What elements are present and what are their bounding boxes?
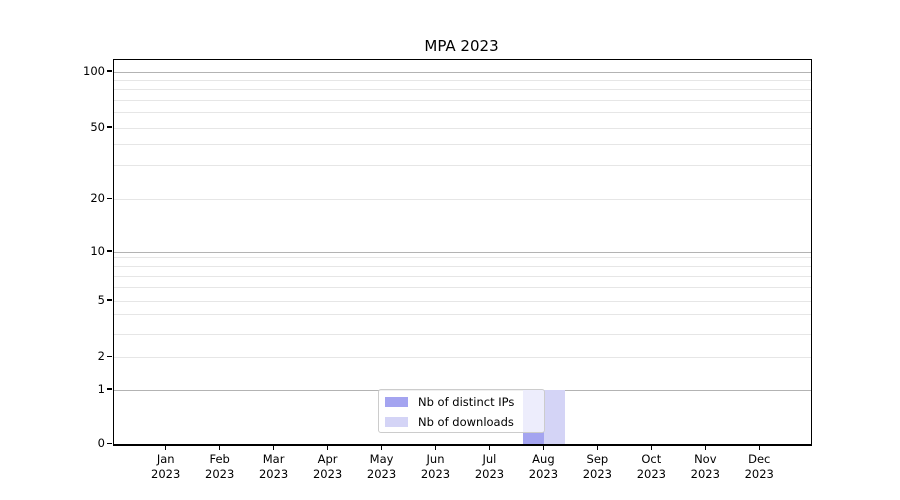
minor-gridline [114, 165, 811, 166]
y-tick-label: 1 [97, 381, 105, 396]
minor-gridline [114, 333, 811, 335]
x-tick-mark [326, 445, 329, 450]
y-tick-label: 2 [97, 349, 105, 364]
x-tick-mark [758, 445, 760, 450]
minor-gridline [114, 357, 811, 359]
y-tick-label: 0 [97, 436, 105, 450]
y-tick-label: 20 [90, 191, 105, 206]
x-tick-mark [164, 445, 167, 450]
x-tick-label: Nov 2023 [690, 452, 720, 481]
x-tick-label: Apr 2023 [312, 452, 343, 481]
minor-gridline [114, 300, 811, 302]
chart-title: MPA 2023 [424, 37, 499, 55]
y-tick-mark [107, 388, 112, 390]
legend-item-downloads: Nb of downloads [385, 412, 514, 432]
major-gridline [114, 71, 811, 73]
x-tick-label: Feb 2023 [205, 452, 235, 481]
y-tick-mark [107, 299, 112, 301]
y-tick-label: 5 [97, 292, 105, 307]
minor-gridline [114, 99, 811, 101]
minor-gridline [114, 313, 811, 315]
x-tick-mark [272, 445, 275, 450]
x-tick-mark [542, 445, 545, 450]
x-tick-label: Mar 2023 [258, 452, 289, 481]
y-tick-mark [107, 442, 112, 444]
minor-gridline [114, 127, 811, 129]
y-tick-label: 50 [90, 119, 105, 134]
y-tick-mark [107, 70, 112, 72]
x-tick-label: Aug 2023 [528, 452, 559, 481]
y-tick-mark [107, 250, 112, 252]
plot-area [113, 59, 812, 446]
y-tick-mark [107, 197, 112, 200]
minor-gridline [114, 257, 811, 259]
x-tick-mark [704, 445, 707, 450]
x-tick-label: Sep 2023 [582, 452, 613, 481]
minor-gridline [114, 199, 811, 201]
minor-gridline [114, 287, 811, 288]
legend-label: Nb of distinct IPs [418, 395, 515, 409]
minor-gridline [114, 144, 811, 146]
x-tick-label: Jun 2023 [420, 452, 451, 481]
legend: Nb of distinct IPs Nb of downloads [378, 389, 545, 433]
minor-gridline [114, 80, 811, 81]
x-tick-mark [434, 445, 437, 450]
x-tick-mark [218, 445, 221, 450]
minor-gridline [114, 276, 811, 277]
x-tick-mark [488, 445, 491, 450]
minor-gridline [114, 89, 811, 91]
x-tick-label: Dec 2023 [744, 452, 774, 481]
x-tick-mark [596, 445, 599, 450]
x-tick-label: Jul 2023 [474, 452, 505, 481]
y-tick-mark [107, 355, 112, 358]
y-tick-label: 100 [83, 63, 105, 78]
x-tick-label: May 2023 [366, 452, 397, 481]
legend-label: Nb of downloads [418, 415, 514, 429]
x-tick-mark [650, 445, 653, 450]
y-tick-label: 10 [90, 243, 105, 258]
minor-gridline [114, 266, 811, 267]
legend-swatch-downloads [385, 417, 408, 427]
major-gridline [114, 251, 811, 253]
y-tick-mark [107, 126, 112, 128]
x-tick-label: Oct 2023 [636, 452, 666, 481]
minor-gridline [114, 112, 811, 113]
x-tick-mark [380, 445, 383, 450]
legend-swatch-distinct-ips [385, 397, 408, 407]
x-tick-label: Jan 2023 [151, 452, 181, 481]
bar-aug-2023-series-1 [544, 389, 566, 444]
legend-item-distinct-ips: Nb of distinct IPs [385, 392, 514, 412]
